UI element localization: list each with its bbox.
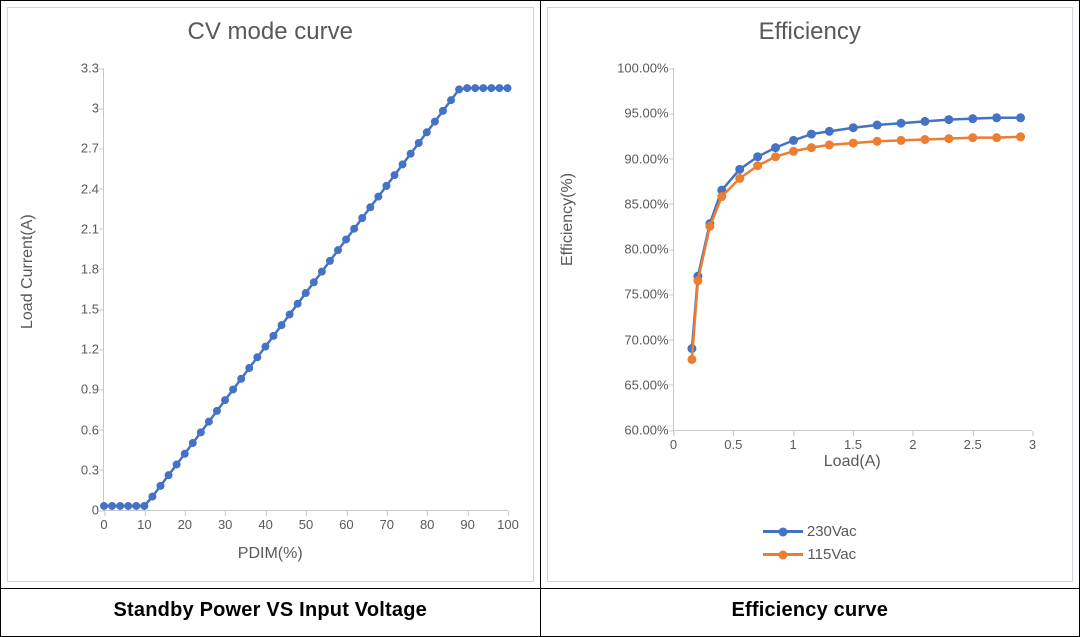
left-chart-xtick: 60: [339, 517, 353, 532]
left-chart-ytick: 0.9: [49, 382, 99, 397]
right-chart-legend: 230Vac 115Vac: [548, 523, 1073, 563]
charts-row: CV mode curve Load Current(A) 00.30.60.9…: [0, 0, 1080, 589]
left-chart-xtick: 30: [218, 517, 232, 532]
right-chart-cell: Efficiency Efficiency(%) 60.00%65.00%70.…: [541, 1, 1080, 588]
right-chart-ylabel: Efficiency(%): [559, 173, 577, 266]
left-caption: Standby Power VS Input Voltage: [1, 589, 541, 636]
left-chart-ytick: 2.7: [49, 141, 99, 156]
left-chart-ytick: 1.8: [49, 261, 99, 276]
right-chart-frame: Efficiency Efficiency(%) 60.00%65.00%70.…: [547, 7, 1074, 582]
left-chart-ytick: 2.4: [49, 181, 99, 196]
left-chart-xtick: 70: [380, 517, 394, 532]
left-chart-xtick: 10: [137, 517, 151, 532]
left-chart-ytick: 2.1: [49, 221, 99, 236]
left-chart-xtick: 90: [460, 517, 474, 532]
right-chart-xtick: 3: [1029, 437, 1036, 452]
right-chart-xlabel: Load(A): [673, 453, 1033, 471]
right-chart-xtick: 1.5: [844, 437, 862, 452]
right-chart-ytick: 90.00%: [604, 151, 669, 166]
left-chart-xtick: 80: [420, 517, 434, 532]
left-chart-svg: [104, 68, 508, 510]
legend-item-115vac: 115Vac: [763, 546, 856, 563]
legend-swatch-115vac: [763, 553, 803, 556]
legend-label-230vac: 230Vac: [807, 523, 857, 540]
left-chart-plot: 00.30.60.91.21.51.82.12.42.733.301020304…: [103, 68, 508, 511]
left-chart-ytick: 0: [49, 503, 99, 518]
right-chart-ytick: 95.00%: [604, 106, 669, 121]
left-chart-title: CV mode curve: [8, 18, 533, 46]
left-chart-cell: CV mode curve Load Current(A) 00.30.60.9…: [1, 1, 541, 588]
left-chart-xlabel: PDIM(%): [8, 545, 533, 563]
left-chart-xtick: 20: [178, 517, 192, 532]
captions-row: Standby Power VS Input Voltage Efficienc…: [0, 589, 1080, 637]
right-chart-ytick: 85.00%: [604, 196, 669, 211]
right-chart-ytick: 60.00%: [604, 423, 669, 438]
right-chart-xtick: 0.5: [724, 437, 742, 452]
right-chart-ytick: 75.00%: [604, 287, 669, 302]
left-chart-ytick: 1.5: [49, 302, 99, 317]
right-chart-xtick: 0: [670, 437, 677, 452]
left-chart-ytick: 0.3: [49, 462, 99, 477]
legend-item-230vac: 230Vac: [763, 523, 857, 540]
left-chart-xtick: 0: [100, 517, 107, 532]
right-chart-ytick: 80.00%: [604, 242, 669, 257]
right-chart-ytick: 65.00%: [604, 377, 669, 392]
left-chart-ytick: 3.3: [49, 61, 99, 76]
right-caption: Efficiency curve: [541, 589, 1080, 636]
right-chart-title: Efficiency: [548, 18, 1073, 46]
right-chart-xtick: 2.5: [964, 437, 982, 452]
legend-label-115vac: 115Vac: [807, 546, 856, 563]
left-chart-ylabel: Load Current(A): [19, 214, 37, 329]
left-chart-frame: CV mode curve Load Current(A) 00.30.60.9…: [7, 7, 534, 582]
legend-swatch-230vac: [763, 530, 803, 533]
left-chart-xtick: 40: [258, 517, 272, 532]
right-chart-svg: [674, 68, 1033, 430]
left-chart-ytick: 1.2: [49, 342, 99, 357]
right-chart-ytick: 100.00%: [604, 61, 669, 76]
right-chart-xtick: 2: [909, 437, 916, 452]
left-chart-ytick: 3: [49, 101, 99, 116]
left-chart-xtick: 100: [497, 517, 519, 532]
left-chart-xtick: 50: [299, 517, 313, 532]
right-chart-xtick: 1: [790, 437, 797, 452]
right-chart-plot: 60.00%65.00%70.00%75.00%80.00%85.00%90.0…: [673, 68, 1033, 431]
left-chart-ytick: 0.6: [49, 422, 99, 437]
right-chart-ytick: 70.00%: [604, 332, 669, 347]
